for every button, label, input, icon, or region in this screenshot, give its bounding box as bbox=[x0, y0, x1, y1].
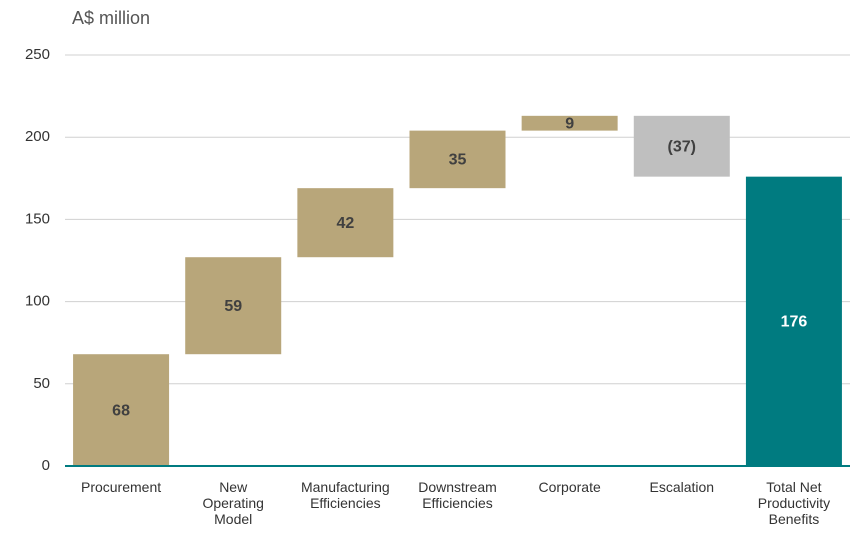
bar bbox=[633, 115, 730, 177]
y-tick-label: 50 bbox=[33, 375, 50, 392]
bar bbox=[185, 257, 282, 355]
value-label: 42 bbox=[336, 215, 354, 232]
bar bbox=[521, 115, 618, 131]
x-tick-label: Corporate bbox=[538, 479, 601, 495]
bar bbox=[409, 130, 506, 189]
y-tick-label: 0 bbox=[42, 457, 50, 474]
value-label: 68 bbox=[112, 402, 130, 419]
x-tick-label: Downstream Efficiencies bbox=[418, 479, 497, 511]
value-label: 176 bbox=[781, 314, 808, 331]
y-axis-label: A$ million bbox=[72, 8, 150, 28]
bar bbox=[745, 176, 842, 466]
value-label: 59 bbox=[224, 298, 242, 315]
x-tick-label: Total Net Productivity Benefits bbox=[757, 479, 831, 527]
y-tick-label: 200 bbox=[25, 128, 50, 145]
bar bbox=[297, 188, 394, 258]
x-tick-label: Procurement bbox=[80, 479, 162, 495]
y-tick-label: 150 bbox=[25, 210, 50, 227]
x-tick-label: Manufacturing Efficiencies bbox=[300, 479, 390, 511]
value-label: 35 bbox=[449, 152, 467, 169]
y-tick-label: 100 bbox=[25, 293, 50, 310]
bar bbox=[73, 354, 170, 466]
x-tick-label: New Operating Model bbox=[202, 479, 264, 527]
value-label: (37) bbox=[668, 138, 696, 155]
x-tick-label: Escalation bbox=[649, 479, 715, 495]
value-label: 9 bbox=[565, 115, 574, 132]
y-tick-label: 250 bbox=[25, 46, 50, 63]
